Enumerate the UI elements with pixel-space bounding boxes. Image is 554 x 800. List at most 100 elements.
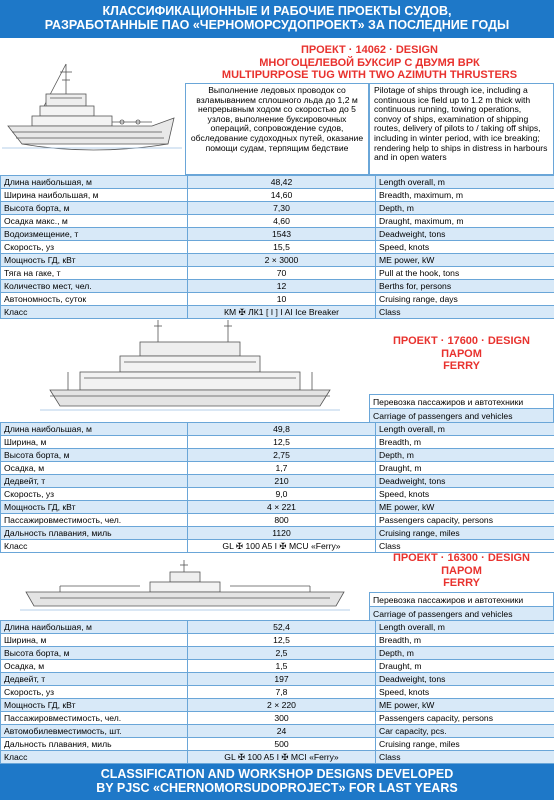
spec-value: 2,75 xyxy=(187,448,376,462)
spec-label-en: Depth, m xyxy=(375,201,554,215)
spec-value: 10 xyxy=(187,292,376,306)
table-row: Мощность ГД, кВт 4 × 221 ME power, kW xyxy=(0,500,554,514)
spec-label-ru: Мощность ГД, кВт xyxy=(0,253,188,267)
spec-label-ru: Мощность ГД, кВт xyxy=(0,698,188,712)
spec-value: 800 xyxy=(187,513,376,527)
spec-label-ru: Пассажировместимость, чел. xyxy=(0,711,188,725)
spec-label-en: Length overall, m xyxy=(375,422,554,436)
table-row: Высота борта, м 2,75 Depth, m xyxy=(0,448,554,462)
table-row: Ширина, м 12,5 Breadth, m xyxy=(0,435,554,449)
project-title-line1: ПРОЕКТ · 17600 · DESIGN xyxy=(392,335,530,347)
spec-label-en: Speed, knots xyxy=(375,487,554,501)
table-row: Осадка, м 1,5 Draught, m xyxy=(0,659,554,673)
spec-label-en: ME power, kW xyxy=(375,253,554,267)
spec-label-ru: Дедвейт, т xyxy=(0,672,188,686)
spec-value: 197 xyxy=(187,672,376,686)
spec-label-en: Speed, knots xyxy=(375,685,554,699)
spec-value: КМ ✠ ЛК1 [ I ] I AI Ice Breaker xyxy=(187,305,376,319)
spec-value: 14,60 xyxy=(187,188,376,202)
project-14062-title: ПРОЕКТ · 14062 · DESIGN МНОГОЦЕЛЕВОЙ БУК… xyxy=(185,44,554,82)
footer-banner: CLASSIFICATION AND WORKSHOP DESIGNS DEVE… xyxy=(0,764,554,800)
spec-label-ru: Длина наибольшая, м xyxy=(0,620,188,634)
table-row: Высота борта, м 2,5 Depth, m xyxy=(0,646,554,660)
spec-label-ru: Осадка, м xyxy=(0,461,188,475)
spec-label-ru: Дедвейт, т xyxy=(0,474,188,488)
spec-value: 1,7 xyxy=(187,461,376,475)
project-title-line2: МНОГОЦЕЛЕВОЙ БУКСИР С ДВУМЯ ВРК xyxy=(259,56,480,69)
spec-value: GL ✠ 100 A5 I ✠ MCI «Ferry» xyxy=(187,750,376,764)
table-row: Автомобилевместимость, шт. 24 Car capacity… xyxy=(0,724,554,738)
project-title-line1: ПРОЕКТ · 16300 · DESIGN xyxy=(392,552,530,564)
footer-title-line1: CLASSIFICATION AND WORKSHOP DESIGNS DEVE… xyxy=(100,767,454,781)
spec-label-ru: Высота борта, м xyxy=(0,201,188,215)
spec-value: 4,60 xyxy=(187,214,376,228)
spec-label-en: Passengers capacity, persons xyxy=(375,711,554,725)
ferry-16300-spec-table: Длина наибольшая, м 52,4 Length overall, m… xyxy=(0,620,554,764)
spec-label-en: Class xyxy=(375,539,554,553)
table-row: Количество мест, чел. 12 Berths for, perso… xyxy=(0,279,554,293)
project-title-line3: FERRY xyxy=(443,360,480,372)
spec-label-ru: Класс xyxy=(0,539,188,553)
spec-label-ru: Длина наибольшая, м xyxy=(0,422,188,436)
spec-label-en: Depth, m xyxy=(375,646,554,660)
spec-label-en: Cruising range, days xyxy=(375,292,554,306)
spec-value: GL ✠ 100 A5 I ✠ MCU «Ferry» xyxy=(187,539,376,553)
table-row: Водоизмещение, т 1543 Deadweight, tons xyxy=(0,227,554,241)
spec-value: 300 xyxy=(187,711,376,725)
spec-label-ru: Дальность плавания, миль xyxy=(0,737,188,751)
table-row: Скорость, уз 7,8 Speed, knots xyxy=(0,685,554,699)
spec-value: 12,5 xyxy=(187,435,376,449)
spec-value: 12 xyxy=(187,279,376,293)
spec-label-ru: Длина наибольшая, м xyxy=(0,175,188,189)
spec-label-ru: Количество мест, чел. xyxy=(0,279,188,293)
spec-label-en: Draught, m xyxy=(375,659,554,673)
ferry-17600-purpose: Перевозка пассажиров и автотехники Carri… xyxy=(369,394,554,422)
ferry-17600-spec-table: Длина наибольшая, м 49,8 Length overall, m… xyxy=(0,422,554,553)
spec-label-ru: Класс xyxy=(0,750,188,764)
spec-label-en: ME power, kW xyxy=(375,698,554,712)
table-row: Класс GL ✠ 100 A5 I ✠ MCI «Ferry» Class xyxy=(0,750,554,764)
table-row: Мощность ГД, кВт 2 × 220 ME power, kW xyxy=(0,698,554,712)
spec-label-en: Deadweight, tons xyxy=(375,474,554,488)
tug-spec-table: Длина наибольшая, м 48,42 Length overall, … xyxy=(0,175,554,319)
spec-value: 15,5 xyxy=(187,240,376,254)
tug-ship-drawing xyxy=(2,63,182,151)
table-row: Класс GL ✠ 100 A5 I ✠ MCU «Ferry» Class xyxy=(0,539,554,553)
spec-value: 70 xyxy=(187,266,376,280)
spec-label-en: Length overall, m xyxy=(375,620,554,634)
project-17600-title: ПРОЕКТ · 17600 · DESIGN ПАРОМ FERRY xyxy=(369,335,554,373)
spec-label-ru: Водоизмещение, т xyxy=(0,227,188,241)
table-row: Длина наибольшая, м 52,4 Length overall, m xyxy=(0,620,554,634)
spec-label-ru: Ширина наибольшая, м xyxy=(0,188,188,202)
project-title-line1: ПРОЕКТ · 14062 · DESIGN xyxy=(300,44,438,56)
spec-label-en: Berths for, persons xyxy=(375,279,554,293)
spec-label-en: Depth, m xyxy=(375,448,554,462)
spec-value: 24 xyxy=(187,724,376,738)
spec-value: 210 xyxy=(187,474,376,488)
spec-value: 7,8 xyxy=(187,685,376,699)
purpose-en: Carriage of passengers and vehicles xyxy=(369,606,554,620)
spec-label-ru: Мощность ГД, кВт xyxy=(0,500,188,514)
spec-label-ru: Дальность плавания, миль xyxy=(0,526,188,540)
table-row: Дальность плавания, миль 1120 Cruising ran… xyxy=(0,526,554,540)
spec-label-en: Draught, m xyxy=(375,461,554,475)
footer-title-line2: BY PJSC «CHERNOMORSUDOPROJECT» FOR LAST … xyxy=(96,781,458,795)
project-title-line2: ПАРОМ xyxy=(441,564,482,577)
spec-label-ru: Скорость, уз xyxy=(0,487,188,501)
table-row: Ширина, м 12,5 Breadth, m xyxy=(0,633,554,647)
spec-label-en: Cruising range, miles xyxy=(375,737,554,751)
spec-label-ru: Автомобилевместимость, шт. xyxy=(0,724,188,738)
spec-label-en: Breadth, m xyxy=(375,633,554,647)
header-title-line1: КЛАССИФИКАЦИОННЫЕ И РАБОЧИЕ ПРОЕКТЫ СУДО… xyxy=(102,4,452,18)
table-row: Дальность плавания, миль 500 Cruising rang… xyxy=(0,737,554,751)
spec-label-ru: Скорость, уз xyxy=(0,240,188,254)
spec-label-ru: Ширина, м xyxy=(0,435,188,449)
spec-value: 1543 xyxy=(187,227,376,241)
spec-label-en: Draught, maximum, m xyxy=(375,214,554,228)
project-title-line3: MULTIPURPOSE TUG WITH TWO AZIMUTH THRUST… xyxy=(221,69,518,81)
spec-label-en: Class xyxy=(375,750,554,764)
spec-value: 2 × 220 xyxy=(187,698,376,712)
table-row: Высота борта, м 7,30 Depth, m xyxy=(0,201,554,215)
spec-label-en: Car capacity, pcs. xyxy=(375,724,554,738)
spec-value: 7,30 xyxy=(187,201,376,215)
